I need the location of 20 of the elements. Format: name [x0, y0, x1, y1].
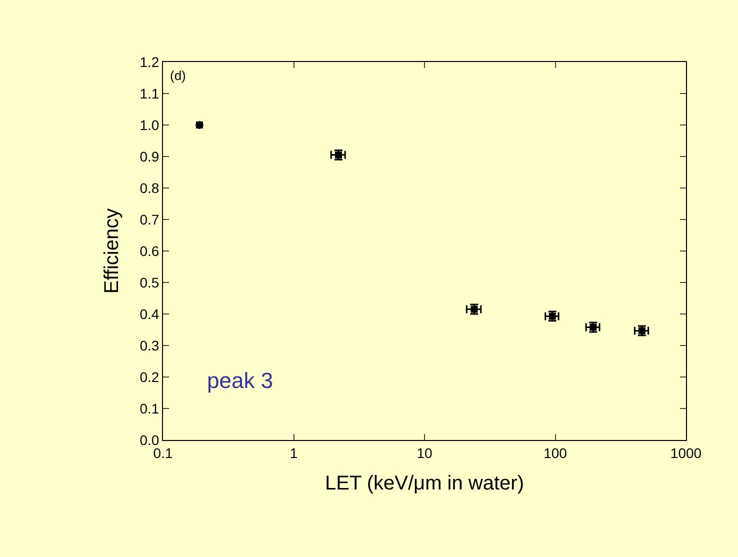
y-tick-label: 0.5 [140, 274, 160, 290]
y-tick-label: 0.3 [140, 337, 160, 354]
y-tick-label: 1.1 [140, 85, 160, 102]
y-axis-title: Efficiency [101, 208, 124, 294]
x-tick-label: 1000 [670, 444, 702, 461]
y-tick-label: 0.6 [140, 242, 160, 259]
x-tick-label: 1 [290, 444, 298, 461]
x-tick-label: 100 [544, 444, 568, 461]
x-axis-title: LET (keV/μm in water) [325, 472, 524, 494]
y-tick-label: 0.1 [140, 400, 160, 416]
y-tick-label: 0.9 [140, 148, 160, 164]
annotation: (d) [170, 68, 186, 83]
y-tick-label: 0.8 [140, 180, 160, 196]
y-tick-label: 0.7 [140, 211, 160, 228]
x-tick-label: 10 [416, 444, 432, 461]
y-tick-label: 0.2 [140, 368, 160, 385]
y-tick-label: 0.4 [140, 306, 160, 322]
y-tick-label: 1.0 [140, 116, 160, 133]
y-tick-label: 1.2 [140, 54, 160, 70]
annotation: peak 3 [207, 368, 274, 393]
